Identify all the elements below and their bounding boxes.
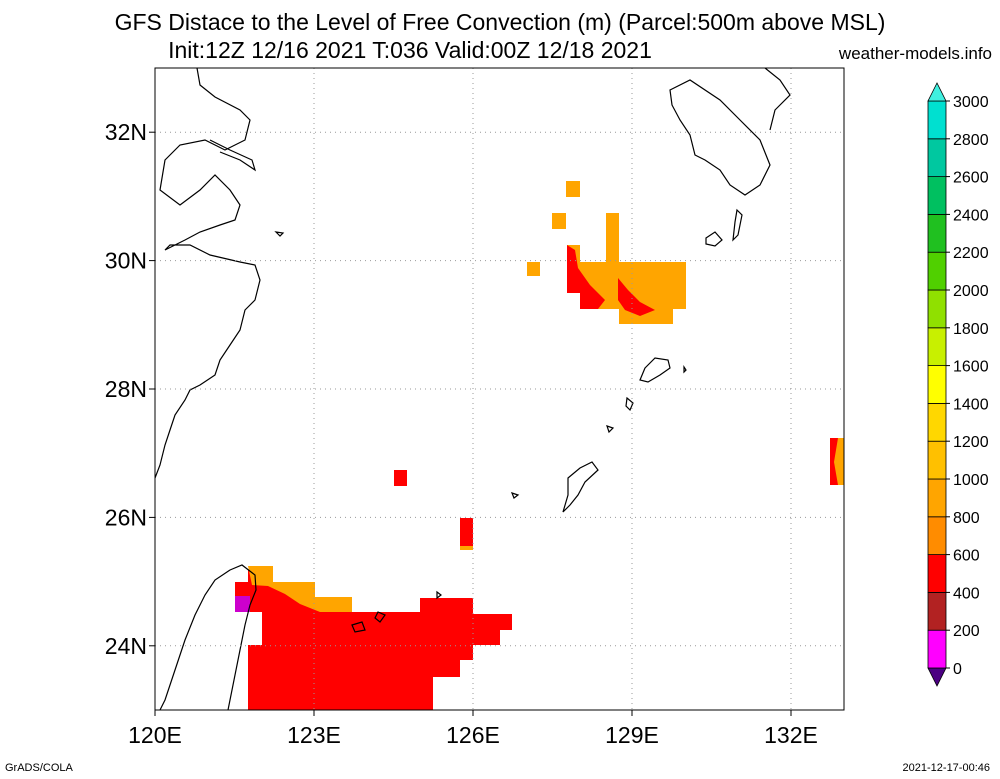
coast-okinoerabu bbox=[606, 425, 615, 434]
lfc-region-south-red2 bbox=[235, 582, 248, 596]
colorbar-label: 3000 bbox=[953, 94, 989, 111]
colorbar-label: 1600 bbox=[953, 359, 989, 376]
y-tick-label: 28N bbox=[105, 376, 147, 402]
lfc-cell-a bbox=[394, 470, 407, 486]
y-tick-label: 30N bbox=[105, 248, 147, 274]
colorbar-swatch bbox=[927, 251, 947, 291]
colorbar-overflow bbox=[927, 82, 947, 102]
lfc-cell-b-orange bbox=[460, 546, 473, 550]
y-tick-label: 32N bbox=[105, 119, 147, 145]
x-tick-label: 129E bbox=[605, 722, 659, 748]
colorbar-label: 800 bbox=[953, 510, 980, 527]
colorbar-label: 2200 bbox=[953, 245, 989, 262]
colorbar-swatch bbox=[927, 440, 947, 480]
coast-hainan-dot bbox=[274, 231, 285, 237]
coast-miyako bbox=[374, 611, 386, 623]
footer-timestamp: 2021-12-17-00:46 bbox=[902, 762, 990, 774]
lfc-shading bbox=[235, 181, 844, 710]
colorbar-label: 1800 bbox=[953, 321, 989, 338]
colorbar-swatch bbox=[927, 176, 947, 215]
coast-yaeyama bbox=[351, 621, 366, 633]
coastlines bbox=[154, 67, 791, 711]
lfc-region-north-red1 bbox=[567, 245, 605, 309]
coast-tokunoshima bbox=[625, 396, 634, 412]
lfc-cell-c bbox=[527, 262, 540, 276]
colorbar-label: 2000 bbox=[953, 283, 989, 300]
source-site-label: weather-models.info bbox=[838, 44, 992, 63]
colorbar-label: 1000 bbox=[953, 472, 989, 489]
coast-yonaguni bbox=[436, 590, 442, 600]
lfc-region-north bbox=[552, 181, 580, 229]
colorbar-label: 600 bbox=[953, 548, 980, 565]
map-title-line1: GFS Distace to the Level of Free Convect… bbox=[114, 9, 886, 35]
y-axis: 24N 26N 28N 30N 32N bbox=[105, 119, 155, 659]
coast-china-inlet bbox=[209, 139, 257, 172]
colorbar-label: 400 bbox=[953, 585, 980, 602]
colorbar-swatch bbox=[927, 402, 947, 442]
colorbar-label: 1400 bbox=[953, 396, 989, 413]
colorbar-swatch bbox=[927, 138, 947, 178]
map-panel bbox=[154, 67, 845, 711]
coast-okinawa bbox=[562, 461, 599, 513]
x-tick-label: 126E bbox=[446, 722, 500, 748]
colorbar-label: 200 bbox=[953, 623, 980, 640]
colorbar-underflow bbox=[927, 667, 947, 687]
y-tick-label: 26N bbox=[105, 504, 147, 530]
coast-china-north bbox=[154, 67, 261, 479]
coast-daito bbox=[683, 365, 687, 374]
coast-kyushu bbox=[669, 79, 771, 196]
colorbar-swatch bbox=[927, 554, 947, 593]
colorbar-swatch bbox=[927, 592, 947, 631]
coast-amami bbox=[639, 357, 671, 383]
colorbar-swatch bbox=[927, 629, 947, 669]
lfc-region-south-orange bbox=[248, 566, 352, 612]
colorbar-label: 0 bbox=[953, 661, 962, 678]
colorbar-label: 1200 bbox=[953, 434, 989, 451]
y-tick-label: 24N bbox=[105, 633, 147, 659]
colorbar-swatch bbox=[927, 289, 947, 329]
colorbar-swatch bbox=[927, 365, 947, 404]
coast-tanegashima bbox=[732, 208, 743, 242]
lfc-region-south-purple bbox=[235, 596, 250, 612]
x-tick-label: 132E bbox=[764, 722, 818, 748]
colorbar-label: 2400 bbox=[953, 207, 989, 224]
coast-yakushima bbox=[705, 231, 723, 247]
colorbar-label: 2600 bbox=[953, 170, 989, 187]
lfc-cell-east-red bbox=[830, 438, 838, 485]
colorbar-legend: 0 200 400 600 800 1000 1200 1400 1600 1800 2000 220… bbox=[927, 82, 989, 687]
lfc-cell-b bbox=[460, 518, 473, 550]
coast-taiwan bbox=[159, 564, 257, 711]
footer-grads-credit: GrADS/COLA bbox=[5, 762, 73, 774]
x-tick-label: 123E bbox=[287, 722, 341, 748]
coast-kume bbox=[510, 492, 520, 499]
x-tick-label: 120E bbox=[128, 722, 182, 748]
lfc-region-north-red2 bbox=[618, 278, 655, 316]
colorbar-label: 2800 bbox=[953, 132, 989, 149]
colorbar-swatch bbox=[927, 327, 947, 366]
colorbar-swatch bbox=[927, 516, 947, 555]
colorbar-swatch bbox=[927, 100, 947, 140]
colorbar-swatch bbox=[927, 478, 947, 518]
x-axis: 120E 123E 126E 129E 132E bbox=[128, 710, 818, 748]
map-grid bbox=[155, 68, 844, 710]
map-title-line2: Init:12Z 12/16 2021 T:036 Valid:00Z 12/1… bbox=[168, 37, 652, 63]
coast-japan-north bbox=[764, 67, 791, 131]
colorbar-swatch bbox=[927, 213, 947, 253]
